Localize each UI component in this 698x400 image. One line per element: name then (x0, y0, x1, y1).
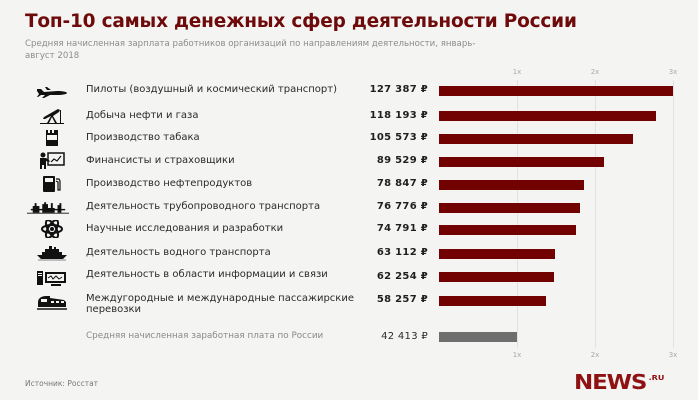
gridline-1x (517, 80, 518, 348)
fuel-pump-icon (35, 174, 69, 194)
bar-tobacco (439, 134, 633, 144)
row-label: Деятельность водного транспорта (86, 247, 271, 258)
bar-petroleum (439, 180, 584, 190)
row-value: 74 791 ₽ (376, 223, 428, 234)
gridline-3x (673, 80, 674, 348)
bar-pilots (439, 86, 673, 96)
row-value: 58 257 ₽ (376, 294, 428, 305)
row-label: Деятельность трубопроводного транспорта (86, 201, 321, 212)
gridline-2x (595, 80, 596, 348)
row-value: 89 529 ₽ (376, 155, 428, 166)
news-ru-logo[interactable]: NEWS .RU (574, 370, 664, 394)
axis-tick-top-1x: 1x (512, 68, 522, 76)
source-note: Источник: Росстат (25, 379, 99, 388)
bar-oil-gas (439, 111, 656, 121)
axis-tick-top-3x: 3x (668, 68, 678, 76)
row-label: Финансисты и страховщики (86, 155, 235, 166)
row-label: Научные исследования и разработки (86, 223, 284, 234)
average-value: 42 413 ₽ (381, 331, 428, 342)
axis-tick-bottom-1x: 1x (512, 351, 522, 359)
chart-subtitle: Средняя начисленная зарплата работников … (25, 39, 476, 61)
computer-icon (35, 268, 69, 288)
bar-average (439, 332, 517, 342)
atom-icon (35, 219, 69, 239)
axis-tick-bottom-3x: 3x (668, 351, 678, 359)
row-value: 78 847 ₽ (376, 178, 428, 189)
row-label: Пилоты (воздушный и космический транспор… (86, 84, 337, 95)
bar-pipeline (439, 203, 580, 213)
row-value: 105 573 ₽ (369, 132, 428, 143)
logo-text: NEWS (574, 370, 647, 394)
train-icon (35, 293, 69, 313)
average-label: Средняя начисленная заработная плата по … (86, 331, 324, 341)
row-label: Междугородные и международные пассажирск… (86, 293, 354, 315)
bar-it-communications (439, 272, 554, 282)
airplane-icon (35, 82, 69, 102)
ship-icon (35, 243, 69, 263)
bar-passenger-transport (439, 296, 546, 306)
logo-suffix: .RU (648, 374, 665, 382)
pipeline-icon (27, 197, 69, 217)
chart-title: Топ-10 самых денежных сфер деятельности … (25, 11, 577, 32)
bar-water-transport (439, 249, 555, 259)
axis-tick-top-2x: 2x (590, 68, 600, 76)
row-value: 76 776 ₽ (376, 201, 428, 212)
presentation-chart-icon (35, 151, 69, 171)
row-label: Производство табака (86, 132, 200, 143)
row-label: Добыча нефти и газа (86, 110, 199, 121)
row-value: 63 112 ₽ (376, 247, 428, 258)
row-label: Деятельность в области информации и связ… (86, 269, 328, 280)
row-value: 62 254 ₽ (376, 271, 428, 282)
cigarette-pack-icon (35, 128, 69, 148)
oil-pump-icon (35, 106, 69, 126)
axis-tick-bottom-2x: 2x (590, 351, 600, 359)
row-label: Производство нефтепродуктов (86, 178, 253, 189)
row-value: 118 193 ₽ (369, 110, 428, 121)
bar-science (439, 225, 576, 235)
row-value: 127 387 ₽ (369, 84, 428, 95)
bar-finance (439, 157, 604, 167)
